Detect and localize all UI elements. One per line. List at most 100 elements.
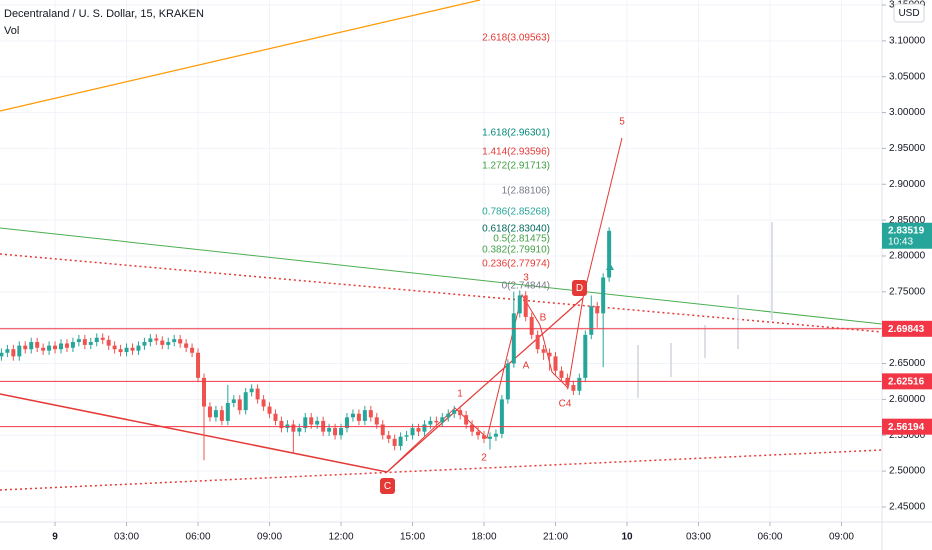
x-tick-label: 06:00 — [186, 532, 211, 543]
candle-body — [178, 339, 183, 344]
candle-body — [547, 352, 552, 357]
candle-body — [446, 413, 451, 418]
fib-label: 1.414(2.93596) — [482, 147, 550, 158]
y-tick-label: 2.65000 — [889, 358, 926, 369]
candle-body — [476, 431, 481, 436]
candle-body — [23, 345, 28, 350]
candle-body — [607, 230, 612, 278]
candle-body — [237, 399, 242, 411]
x-tick-label: 18:00 — [472, 532, 497, 543]
candle-body — [511, 313, 516, 364]
fib-label: 0.236(2.77974) — [482, 259, 550, 270]
candle-body — [267, 406, 272, 414]
candle-body — [416, 428, 421, 432]
y-tick-label: 2.60000 — [889, 394, 926, 405]
price-badge — [882, 373, 932, 390]
candle-body — [380, 424, 385, 436]
candle-body — [315, 420, 320, 425]
candle-body — [35, 342, 40, 348]
fib-label: 0(2.74844) — [502, 281, 550, 292]
candle-body — [124, 347, 129, 353]
trend-line — [0, 0, 481, 112]
candle-body — [160, 340, 165, 345]
candle-body — [172, 339, 177, 343]
trend-line — [0, 393, 388, 473]
candle-body — [374, 417, 379, 425]
volume-label: Vol — [4, 25, 19, 37]
x-tick-label: 10 — [621, 532, 633, 543]
last-price-badge — [882, 222, 932, 249]
candle-body — [428, 420, 433, 425]
candle-body — [261, 399, 266, 407]
candle-body — [94, 337, 99, 343]
candle-body — [136, 345, 141, 351]
drawings — [0, 0, 883, 491]
price-badge — [882, 418, 932, 435]
candle-body — [231, 399, 236, 403]
candle-body — [184, 343, 189, 348]
candle-body — [482, 435, 487, 439]
currency-badge[interactable] — [893, 3, 925, 23]
point-label: 1 — [457, 389, 463, 400]
candle-body — [5, 349, 10, 353]
candle-body — [440, 417, 445, 423]
y-tick-label: 2.45000 — [889, 502, 926, 513]
candle-body — [88, 342, 93, 345]
y-tick-label: 2.50000 — [889, 466, 926, 477]
candle-body — [464, 415, 469, 425]
candle-body — [595, 306, 600, 314]
candle-body — [279, 420, 284, 429]
fib-label: 0.618(2.83040) — [482, 224, 550, 235]
candle-body — [327, 428, 332, 432]
pattern-line — [386, 297, 584, 473]
arrow-icon — [606, 263, 614, 270]
candle-body — [571, 385, 576, 391]
candle-body — [196, 352, 201, 378]
candle-body — [29, 342, 34, 350]
point-label: 5 — [619, 117, 625, 128]
candle-body — [529, 316, 534, 335]
candle-body — [559, 370, 564, 378]
candle-body — [213, 410, 218, 418]
point-label: C — [384, 481, 391, 492]
candle-body — [225, 402, 230, 421]
candle-body — [422, 424, 427, 432]
candle-body — [11, 349, 16, 357]
candle-body — [70, 342, 75, 348]
candle-body — [207, 406, 212, 418]
candle-body — [142, 342, 147, 346]
chart-title: Decentraland / U. S. Dollar, 15, KRAKEN — [4, 8, 204, 20]
candle-body — [589, 306, 594, 335]
point-label: B — [540, 313, 547, 324]
fib-label: 2.618(3.09563) — [482, 33, 550, 44]
candle-body — [410, 428, 415, 436]
candle-body — [541, 349, 546, 353]
candle-body — [583, 334, 588, 378]
pattern-line — [582, 137, 623, 299]
candle-body — [47, 345, 52, 351]
candle-body — [249, 388, 254, 393]
x-tick-label: 09:00 — [257, 532, 282, 543]
candle-body — [219, 410, 224, 421]
y-tick-label: 2.85000 — [889, 215, 926, 226]
candle-body — [100, 337, 105, 340]
candle-body — [130, 347, 135, 351]
candle-body — [601, 277, 606, 314]
candle-body — [404, 435, 409, 437]
fib-label: 1.272(2.91713) — [482, 161, 550, 172]
price-badge-label: 2.56194 — [888, 422, 925, 433]
candle-body — [201, 377, 206, 407]
fib-label: 1.618(2.96301) — [482, 128, 550, 139]
candle-body — [398, 436, 403, 446]
y-tick-label: 2.75000 — [889, 286, 926, 297]
currency: USD — [898, 8, 919, 19]
point-label: 3 — [523, 273, 529, 284]
candle-body — [458, 410, 463, 416]
y-tick-label: 2.80000 — [889, 251, 926, 262]
candle-body — [255, 388, 260, 400]
candle-body — [82, 339, 87, 345]
y-tick-label: 3.05000 — [889, 71, 926, 82]
x-tick-label: 9 — [52, 532, 58, 543]
